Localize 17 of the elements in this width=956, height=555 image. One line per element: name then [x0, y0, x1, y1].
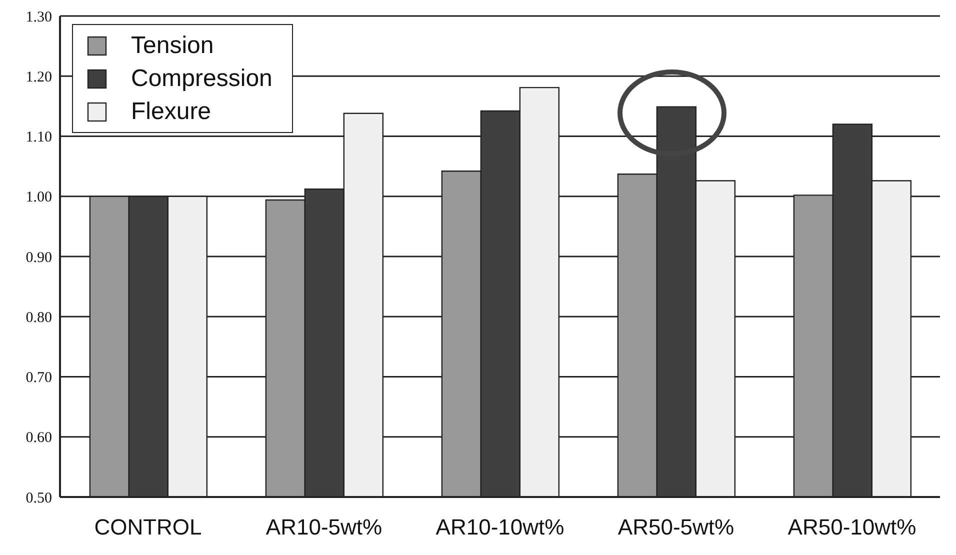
legend-label: Flexure: [131, 98, 212, 126]
y-tick-label: 0.90: [26, 250, 52, 266]
x-tick-label: AR10-5wt%: [266, 514, 382, 540]
y-tick-label: 1.10: [26, 130, 52, 146]
x-tick-label: CONTROL: [94, 514, 202, 540]
y-tick-label: 0.50: [26, 490, 52, 506]
legend-label: Tension: [131, 32, 214, 60]
y-tick-label: 0.70: [26, 370, 52, 386]
legend-label: Compression: [131, 64, 272, 92]
x-tick-label: AR50-5wt%: [618, 514, 734, 540]
x-tick-label: AR10-10wt%: [436, 514, 564, 540]
x-tick-label: AR50-10wt%: [788, 514, 916, 540]
y-tick-label: 0.80: [26, 310, 52, 326]
y-tick-label: 1.20: [26, 69, 52, 86]
y-tick-label: 0.60: [26, 430, 52, 446]
y-tick-label: 1.00: [26, 190, 52, 206]
y-tick-label: 1.30: [26, 9, 52, 26]
